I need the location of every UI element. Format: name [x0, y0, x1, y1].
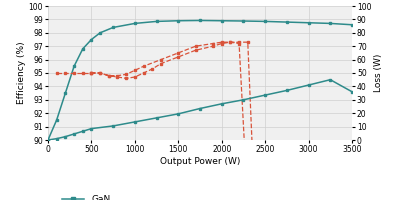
Y-axis label: Efficiency (%): Efficiency (%): [17, 42, 26, 104]
Y-axis label: Loss (W): Loss (W): [374, 54, 383, 92]
Legend: GaN, Si: GaN, Si: [62, 195, 111, 200]
X-axis label: Output Power (W): Output Power (W): [160, 157, 240, 166]
